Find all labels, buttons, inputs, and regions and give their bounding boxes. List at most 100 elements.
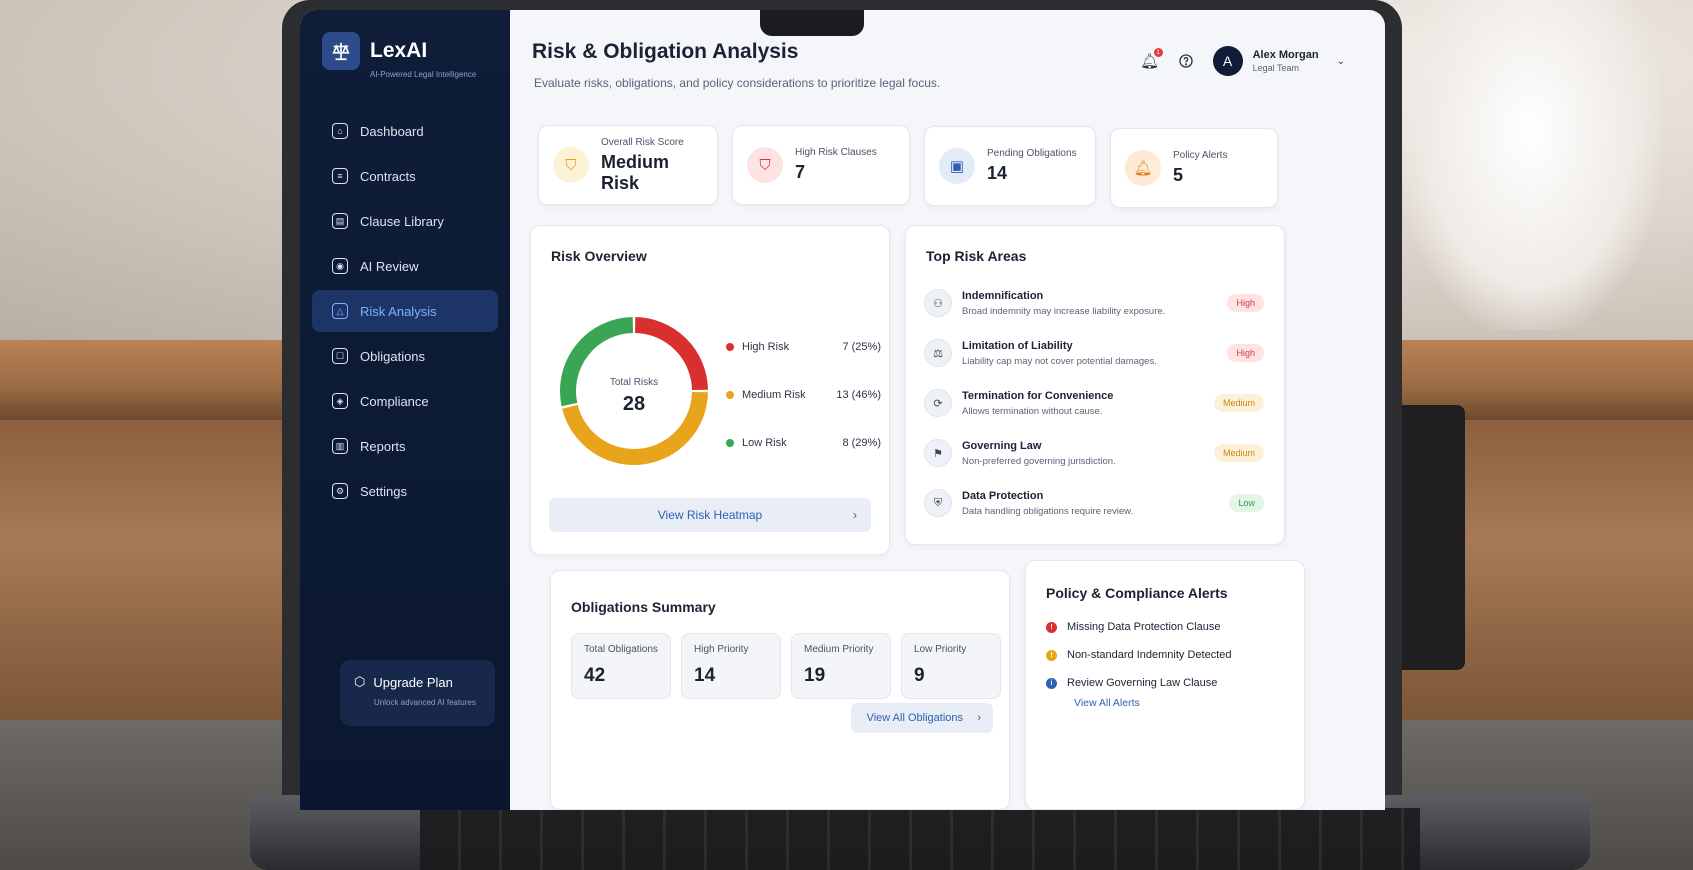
- avatar: A: [1212, 46, 1243, 76]
- donut-slice-medium-risk[interactable]: [562, 391, 708, 465]
- risk-area-row[interactable]: ⚖ Limitation of Liability Liability cap …: [924, 331, 1264, 375]
- policy-alerts-card: Policy & Compliance Alerts ! Missing Dat…: [1025, 560, 1305, 810]
- laptop-keyboard: [420, 808, 1420, 870]
- sidebar-item-contracts[interactable]: ≡ Contracts: [312, 155, 498, 197]
- risk-area-row[interactable]: ⟳ Termination for Convenience Allows ter…: [924, 381, 1264, 425]
- policy-alerts-title: Policy & Compliance Alerts: [1046, 585, 1228, 601]
- legend-item-medium-risk: Medium Risk 13 (46%): [726, 389, 881, 401]
- stat-value: 14: [987, 163, 1008, 183]
- risk-area-description: Liability cap may not cover potential da…: [962, 355, 1157, 367]
- alert-status-icon: !: [1046, 649, 1057, 661]
- sidebar-nav: ⌂ Dashboard ≡ Contracts ▤ Clause Library ◉ …: [312, 110, 498, 515]
- risk-area-row[interactable]: ⚇ Indemnification Broad indemnity may in…: [924, 281, 1264, 325]
- stat-label: Policy Alerts: [1173, 150, 1228, 161]
- top-risk-areas-card: Top Risk Areas ⚇ Indemnification Broad i…: [905, 225, 1285, 545]
- legend-item-high-risk: High Risk 7 (25%): [726, 341, 881, 353]
- obligation-stat-label: Total Obligations: [584, 644, 658, 655]
- stat-label: Pending Obligations: [987, 148, 1077, 159]
- background-lamp: [1400, 0, 1660, 330]
- sidebar-item-clause-library[interactable]: ▤ Clause Library: [312, 200, 498, 242]
- obligation-stat-total-obligations[interactable]: Total Obligations 42: [571, 633, 671, 699]
- donut-center-label: Total Risks: [610, 377, 658, 388]
- view-all-obligations-button[interactable]: View All Obligations ›: [850, 703, 993, 733]
- alert-item[interactable]: ! Non-standard Indemnity Detected: [1046, 649, 1231, 661]
- page-subtitle: Evaluate risks, obligations, and policy …: [534, 76, 941, 90]
- upgrade-title: Upgrade Plan: [373, 674, 453, 690]
- risk-area-name: Limitation of Liability: [962, 339, 1073, 352]
- donut-slice-high-risk[interactable]: [634, 317, 708, 391]
- gear-icon: ⚙: [332, 483, 348, 499]
- chevron-right-icon: ›: [853, 508, 857, 522]
- obligation-stat-label: Low Priority: [914, 644, 967, 655]
- donut-center-total: 28: [623, 393, 645, 415]
- obligation-stat-medium-priority[interactable]: Medium Priority 19: [791, 633, 891, 699]
- camera-notch: [760, 10, 864, 36]
- sidebar-item-ai-review[interactable]: ◉ AI Review: [312, 245, 498, 287]
- sidebar-item-label: Clause Library: [360, 213, 444, 229]
- help-icon[interactable]: [1177, 52, 1195, 70]
- sidebar-item-label: Contracts: [360, 168, 416, 184]
- top-risk-areas-title: Top Risk Areas: [926, 248, 1027, 264]
- alert-item[interactable]: ! Missing Data Protection Clause: [1046, 621, 1220, 633]
- bell-icon: 🔔︎: [1125, 150, 1161, 186]
- legend-value: 8 (29%): [842, 437, 881, 449]
- brand[interactable]: LexAI: [322, 32, 427, 70]
- legend-dot: [726, 391, 734, 399]
- sidebar-item-compliance[interactable]: ◈ Compliance: [312, 380, 498, 422]
- upgrade-icon: ⬡: [354, 674, 366, 689]
- shield-alert-icon: ⛉: [747, 147, 783, 183]
- shield-icon: ◈: [332, 393, 348, 409]
- upgrade-plan-card[interactable]: ⬡ Upgrade Plan Unlock advanced AI featur…: [340, 660, 495, 726]
- main-content: Risk & Obligation Analysis Evaluate risk…: [510, 10, 1385, 810]
- risk-donut-chart: Total Risks 28: [560, 317, 708, 465]
- alert-text: Review Governing Law Clause: [1067, 677, 1218, 689]
- sidebar-item-label: AI Review: [360, 258, 419, 274]
- alert-status-icon: i: [1046, 677, 1057, 689]
- sidebar-item-risk-analysis[interactable]: △ Risk Analysis: [312, 290, 498, 332]
- stat-card-policy-alerts[interactable]: 🔔︎ Policy Alerts 5: [1110, 128, 1278, 208]
- background-speaker: [1395, 405, 1465, 670]
- risk-area-row[interactable]: ⚑ Governing Law Non-preferred governing …: [924, 431, 1264, 475]
- stat-value: 5: [1173, 165, 1184, 185]
- document-icon: ≡: [332, 168, 348, 184]
- risk-area-icon: ⚖: [924, 339, 952, 367]
- user-name: Alex Morgan: [1252, 49, 1319, 61]
- report-icon: ▥: [332, 438, 348, 454]
- obligation-stat-value: 14: [694, 665, 716, 686]
- donut-slice-low-risk[interactable]: [560, 317, 634, 407]
- bell-icon[interactable]: 🔔︎ 1: [1140, 48, 1163, 70]
- sidebar-item-obligations[interactable]: ☐ Obligations: [312, 335, 498, 377]
- chevron-right-icon: ›: [977, 712, 981, 724]
- obligations-summary-card: Obligations Summary Total Obligations 42…: [550, 570, 1010, 810]
- user-menu[interactable]: A Alex Morgan Legal Team ⌄: [1212, 46, 1345, 76]
- risk-icon: △: [332, 303, 348, 319]
- sidebar-item-label: Reports: [360, 438, 406, 454]
- library-icon: ▤: [332, 213, 348, 229]
- risk-area-name: Data Protection: [962, 489, 1044, 502]
- view-all-alerts-link[interactable]: View All Alerts: [1074, 697, 1140, 709]
- alert-item[interactable]: i Review Governing Law Clause: [1046, 677, 1217, 689]
- obligation-stat-label: Medium Priority: [804, 644, 874, 655]
- sidebar-item-settings[interactable]: ⚙ Settings: [312, 470, 498, 512]
- alert-status-icon: !: [1046, 621, 1057, 633]
- obligation-stat-high-priority[interactable]: High Priority 14: [681, 633, 781, 699]
- risk-overview-card: Risk Overview Total Risks 28 High Risk 7…: [530, 225, 890, 555]
- legend-dot: [726, 439, 734, 447]
- risk-level-badge: High: [1227, 344, 1264, 362]
- shield-icon: ⛉: [553, 147, 589, 183]
- risk-level-badge: Medium: [1213, 394, 1264, 412]
- obligation-stat-low-priority[interactable]: Low Priority 9: [901, 633, 1001, 699]
- stat-value: Medium Risk: [601, 151, 670, 193]
- view-risk-heatmap-button[interactable]: View Risk Heatmap ›: [549, 498, 871, 532]
- sidebar-item-dashboard[interactable]: ⌂ Dashboard: [312, 110, 498, 152]
- view-risk-heatmap-label: View Risk Heatmap: [657, 508, 763, 522]
- legend-dot: [726, 343, 734, 351]
- sidebar: LexAI AI-Powered Legal Intelligence ⌂ Da…: [300, 10, 510, 810]
- brand-tagline: AI-Powered Legal Intelligence: [370, 70, 477, 79]
- stat-card-high-risk-clauses[interactable]: ⛉ High Risk Clauses 7: [732, 125, 910, 205]
- sidebar-item-reports[interactable]: ▥ Reports: [312, 425, 498, 467]
- stat-card-overall-risk-score[interactable]: ⛉ Overall Risk Score Medium Risk: [538, 125, 718, 205]
- stat-card-pending-obligations[interactable]: ▣ Pending Obligations 14: [924, 126, 1096, 206]
- risk-area-row[interactable]: ⛨ Data Protection Data handling obligati…: [924, 481, 1264, 525]
- risk-area-description: Non-preferred governing jurisdiction.: [962, 455, 1116, 467]
